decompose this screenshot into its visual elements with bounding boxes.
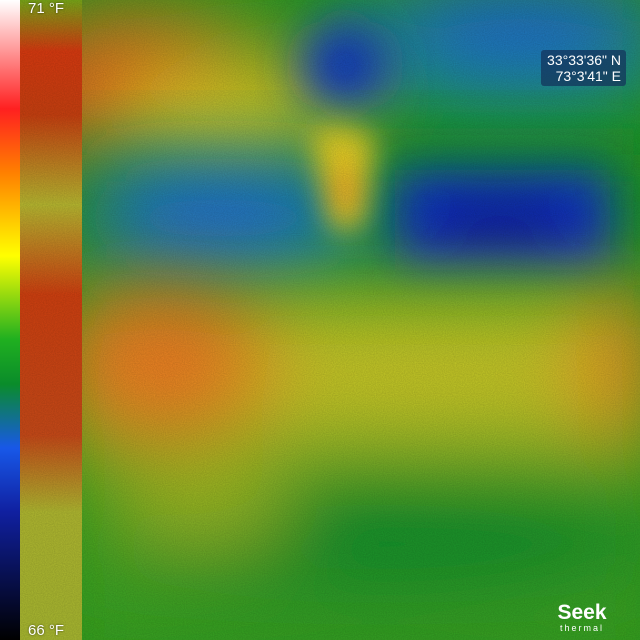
- temperature-scale-bar: [0, 0, 20, 640]
- scale-max-label: 71 °F: [28, 0, 65, 17]
- scale-min-label: 66 °F: [28, 622, 65, 639]
- gps-latitude: 33°33'36" N: [547, 52, 621, 68]
- logo-tagline: thermal: [560, 623, 604, 633]
- scale-gradient: [0, 0, 20, 640]
- gps-coordinates: 33°33'36" N 73°3'41" E: [541, 50, 626, 86]
- gps-longitude: 73°3'41" E: [555, 68, 621, 84]
- logo-brand: Seek: [557, 601, 606, 624]
- seek-thermal-logo: Seek thermal: [557, 601, 606, 633]
